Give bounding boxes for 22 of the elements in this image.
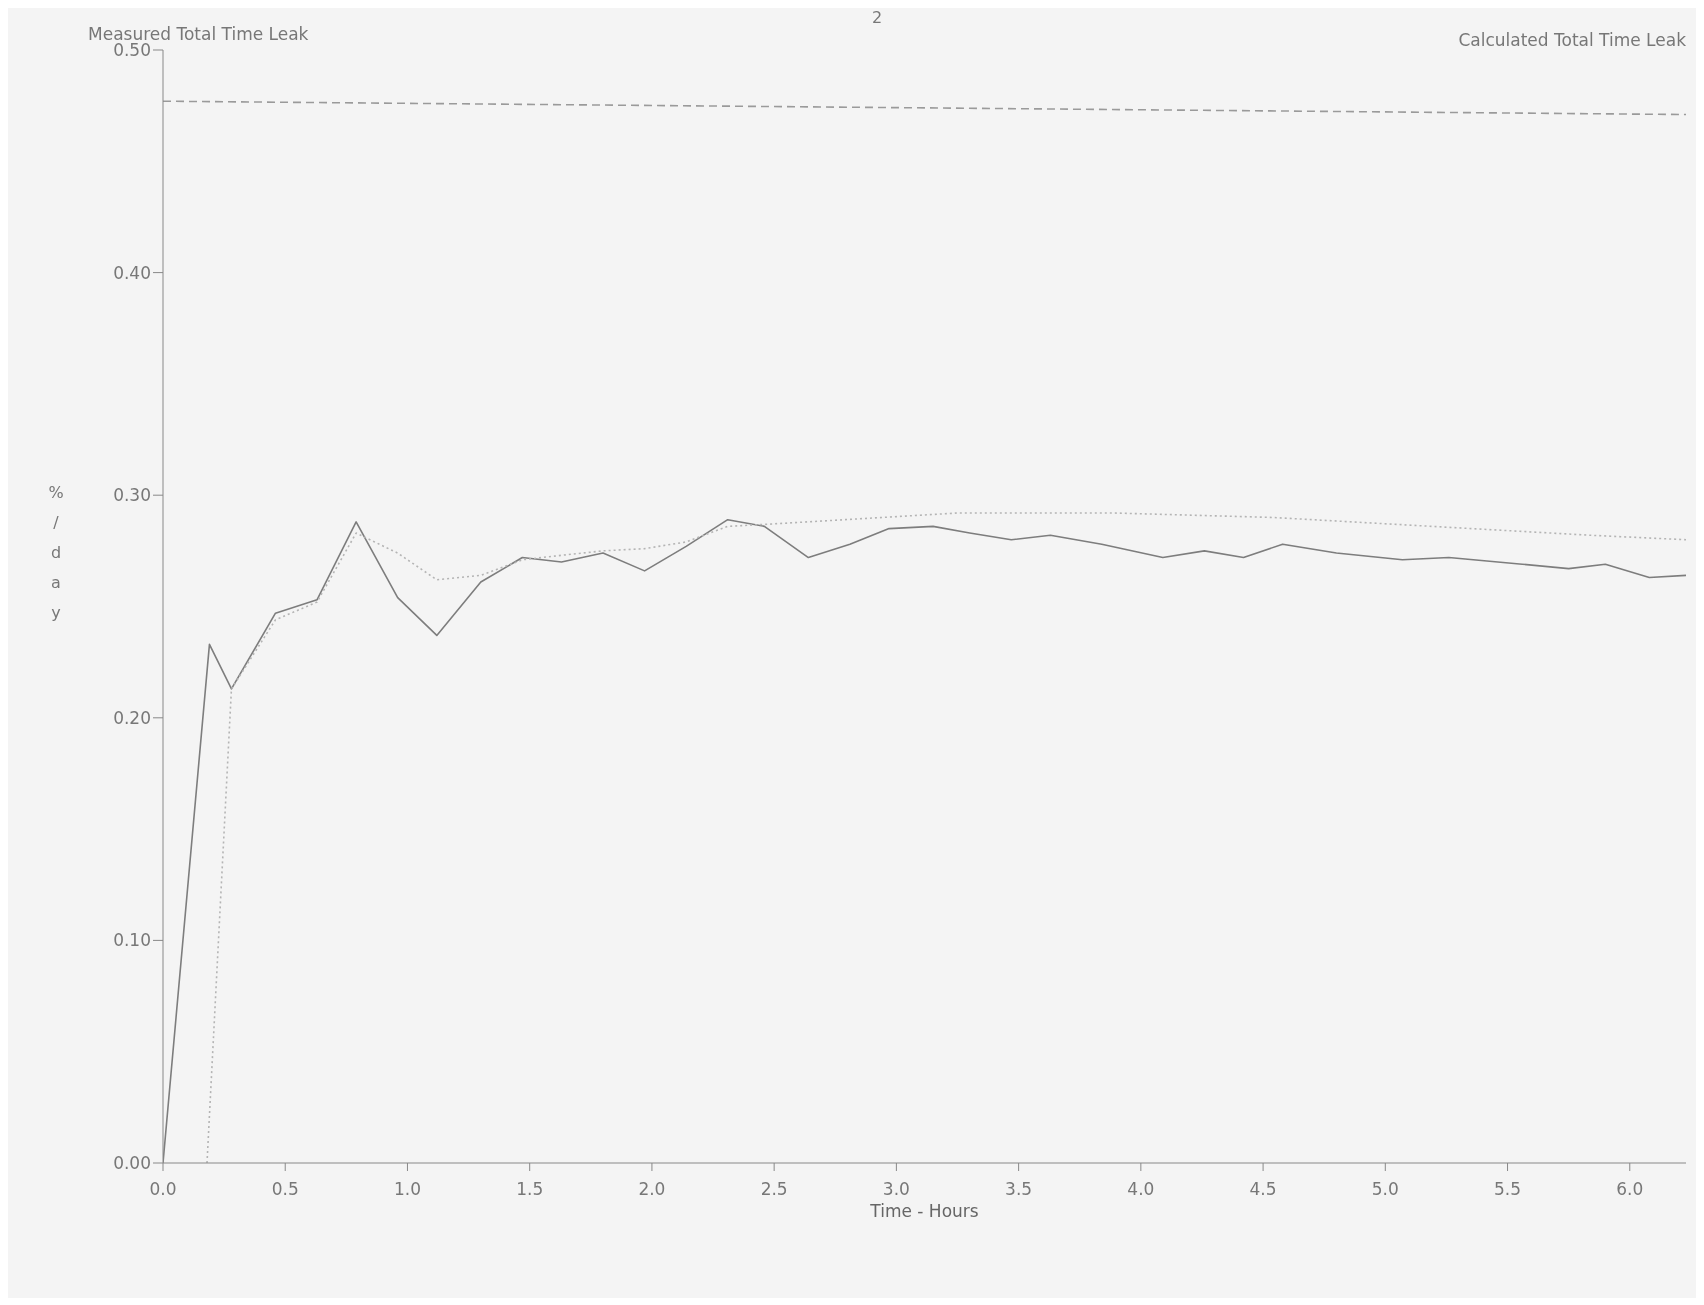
x-tick-label: 4.0 — [1127, 1179, 1155, 1200]
x-tick-label: 3.5 — [1005, 1179, 1033, 1200]
x-tick-label: 3.0 — [882, 1179, 910, 1200]
y-tick-label: 0.10 — [113, 930, 151, 951]
x-tick-label: 2.5 — [760, 1179, 788, 1200]
y-axis-title: %/day — [47, 482, 65, 625]
x-tick-label: 5.5 — [1494, 1179, 1522, 1200]
text: 2 — [870, 8, 884, 27]
x-tick-label: 4.5 — [1249, 1179, 1277, 1200]
y-tick-label: 0.00 — [113, 1153, 151, 1174]
y-tick-label: 0.40 — [113, 262, 151, 283]
x-tick-label: 0.5 — [271, 1179, 299, 1200]
x-tick-label: 5.0 — [1371, 1179, 1399, 1200]
x-tick-label: 1.5 — [516, 1179, 544, 1200]
x-tick-label: 2.0 — [638, 1179, 666, 1200]
x-axis-title: Time - Hours — [869, 1201, 979, 1221]
x-tick-label: 6.0 — [1616, 1179, 1644, 1200]
y-tick-label: 0.30 — [113, 485, 151, 506]
x-tick-label: 0.0 — [149, 1179, 177, 1200]
x-tick-label: 1.0 — [393, 1179, 421, 1200]
annotation: Calculated Total Time Leak — [1458, 30, 1686, 50]
y-tick-label: 0.20 — [113, 707, 151, 728]
